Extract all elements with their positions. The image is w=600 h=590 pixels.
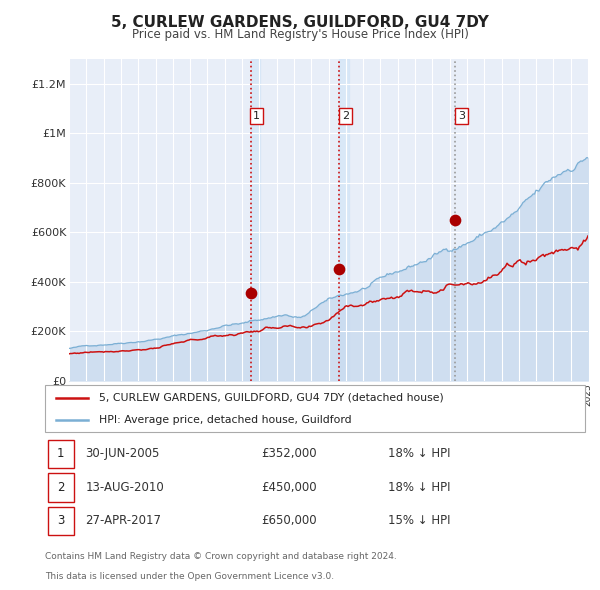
Text: £650,000: £650,000 xyxy=(261,514,317,527)
Text: 15% ↓ HPI: 15% ↓ HPI xyxy=(388,514,451,527)
Point xyxy=(451,215,460,224)
Point xyxy=(334,264,344,274)
Text: 2: 2 xyxy=(342,111,349,121)
FancyBboxPatch shape xyxy=(45,385,585,432)
Text: 1: 1 xyxy=(57,447,64,460)
Text: 3: 3 xyxy=(458,111,465,121)
Text: 18% ↓ HPI: 18% ↓ HPI xyxy=(388,481,451,494)
Text: 30-JUN-2005: 30-JUN-2005 xyxy=(86,447,160,460)
FancyBboxPatch shape xyxy=(48,440,74,468)
Text: 3: 3 xyxy=(57,514,64,527)
Text: 2: 2 xyxy=(57,481,64,494)
Text: £352,000: £352,000 xyxy=(261,447,317,460)
Text: HPI: Average price, detached house, Guildford: HPI: Average price, detached house, Guil… xyxy=(99,415,352,425)
Text: 1: 1 xyxy=(253,111,260,121)
Bar xyxy=(251,59,260,381)
Text: 27-APR-2017: 27-APR-2017 xyxy=(86,514,161,527)
FancyBboxPatch shape xyxy=(48,507,74,535)
Text: 13-AUG-2010: 13-AUG-2010 xyxy=(86,481,164,494)
Text: Price paid vs. HM Land Registry's House Price Index (HPI): Price paid vs. HM Land Registry's House … xyxy=(131,28,469,41)
Text: Contains HM Land Registry data © Crown copyright and database right 2024.: Contains HM Land Registry data © Crown c… xyxy=(45,552,397,560)
Text: 18% ↓ HPI: 18% ↓ HPI xyxy=(388,447,451,460)
Text: £450,000: £450,000 xyxy=(261,481,317,494)
Text: 5, CURLEW GARDENS, GUILDFORD, GU4 7DY: 5, CURLEW GARDENS, GUILDFORD, GU4 7DY xyxy=(111,15,489,30)
FancyBboxPatch shape xyxy=(48,473,74,501)
Point xyxy=(246,289,256,298)
Text: 5, CURLEW GARDENS, GUILDFORD, GU4 7DY (detached house): 5, CURLEW GARDENS, GUILDFORD, GU4 7DY (d… xyxy=(99,393,444,403)
Text: This data is licensed under the Open Government Licence v3.0.: This data is licensed under the Open Gov… xyxy=(45,572,334,581)
Bar xyxy=(339,59,349,381)
